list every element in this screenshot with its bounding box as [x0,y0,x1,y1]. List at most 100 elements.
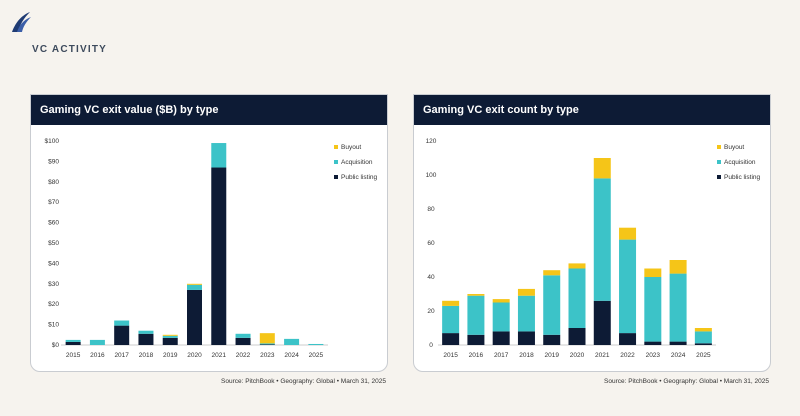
x-tick-label: 2021 [212,352,227,359]
y-tick-label: $0 [52,342,60,349]
legend-label-acquisition: Acquisition [724,159,756,166]
chart-title: Gaming VC exit value ($B) by type [31,95,387,125]
x-tick-label: 2018 [139,352,154,359]
exit-value-chart: $0 $10 $20 $30 $40 $50 $60 $70 $80 $90 $100 2015 201… [45,138,378,359]
legend-swatch-public-listing [334,175,338,179]
bar-acquisition-2023 [259,343,275,345]
bar-acquisition-2023 [644,277,662,342]
bar-acquisition-2022 [235,333,251,338]
y-tick-label: $40 [48,260,59,267]
bar-acquisition-2015 [65,339,81,342]
x-tick-label: 2025 [696,352,711,359]
exit-value-chart-panel: Gaming VC exit value ($B) by type $0 $10 $… [30,94,388,372]
bar-acquisition-2020 [568,268,586,328]
bar-buyout-2020 [187,283,202,285]
bar-buyout-2025 [694,328,712,332]
x-tick-label: 2017 [114,352,129,359]
bar-acquisition-2015 [442,305,460,334]
bar-public-listing-2019 [162,337,178,345]
bar-public-listing-2022 [619,333,637,345]
x-tick-label: 2025 [309,352,324,359]
bar-public-listing-2017 [492,331,510,345]
x-tick-label: 2016 [90,352,105,359]
bar-public-listing-2015 [65,341,81,345]
x-tick-label: 2022 [236,352,251,359]
pitchbook-logo-icon [12,12,31,32]
x-tick-label: 2017 [494,352,509,359]
bar-public-listing-2022 [235,337,251,345]
legend-swatch-buyout [334,145,338,149]
legend-label-public-listing: Public listing [724,174,761,181]
y-tick-label: 80 [427,206,435,213]
bar-acquisition-2019 [543,275,561,335]
y-tick-label: $100 [45,138,60,145]
bar-buyout-2017 [492,299,510,303]
bar-public-listing-2020 [568,328,586,345]
bar-public-listing-2020 [187,289,202,345]
y-tick-label: $60 [48,220,59,227]
legend-swatch-acquisition [717,160,721,164]
bar-acquisition-2024 [669,273,687,342]
bar-public-listing-2025 [694,343,712,345]
bar-acquisition-2017 [114,320,130,326]
y-tick-label: $90 [48,158,59,165]
bar-acquisition-2017 [492,302,510,332]
x-tick-label: 2023 [646,352,661,359]
bar-buyout-2019 [543,270,561,276]
source-note: Source: PitchBook • Geography: Global • … [221,378,386,385]
bar-public-listing-2023 [259,344,275,345]
bar-buyout-2016 [467,294,485,296]
legend-label-buyout: Buyout [341,144,361,151]
legend-label-acquisition: Acquisition [341,159,373,166]
bar-buyout-2024 [669,260,687,274]
y-tick-label: 20 [427,308,435,315]
legend-label-buyout: Buyout [724,144,744,151]
bar-buyout-2018 [517,288,535,296]
section-title: VC ACTIVITY [32,44,108,55]
x-tick-label: 2019 [163,352,178,359]
bar-acquisition-2019 [162,335,178,338]
y-tick-label: $80 [48,179,59,186]
legend-label-public-listing: Public listing [341,174,378,181]
legend-swatch-public-listing [717,175,721,179]
chart-title: Gaming VC exit count by type [414,95,770,125]
bar-buyout-2019 [162,334,178,336]
bar-buyout-2023 [259,333,275,344]
bar-acquisition-2021 [593,178,611,301]
bar-public-listing-2019 [543,334,561,345]
y-tick-label: 40 [427,274,435,281]
x-tick-label: 2015 [66,352,81,359]
bar-acquisition-2025 [308,343,324,345]
bar-buyout-2021 [593,158,611,179]
y-tick-label: $20 [48,301,59,308]
source-note: Source: PitchBook • Geography: Global • … [604,378,769,385]
bar-buyout-2022 [619,227,637,240]
bar-acquisition-2020 [187,284,202,290]
x-tick-label: 2020 [187,352,202,359]
y-tick-label: 100 [426,172,437,179]
bar-acquisition-2016 [467,295,485,335]
bar-public-listing-2021 [211,167,227,345]
bar-buyout-2020 [568,263,586,269]
y-tick-label: 60 [427,240,435,247]
exit-count-chart: 0 20 40 60 80 100 120 2015 2016 2017 2018 2019 2020 2… [426,138,761,359]
x-tick-label: 2022 [620,352,635,359]
x-tick-label: 2023 [260,352,275,359]
x-tick-label: 2015 [443,352,458,359]
x-tick-label: 2024 [671,352,686,359]
y-tick-label: $30 [48,281,59,288]
bar-acquisition-2021 [211,143,227,168]
bar-public-listing-2015 [442,333,460,345]
bar-acquisition-2018 [138,330,154,334]
y-tick-label: $10 [48,322,59,329]
x-tick-label: 2018 [519,352,534,359]
bar-acquisition-2024 [284,338,300,345]
y-tick-label: $70 [48,199,59,206]
bar-public-listing-2017 [114,325,130,345]
bar-public-listing-2023 [644,341,662,345]
bar-acquisition-2018 [517,295,535,332]
y-tick-label: 120 [426,138,437,145]
bar-public-listing-2018 [517,331,535,345]
y-tick-label: $50 [48,240,59,247]
bar-acquisition-2022 [619,239,637,334]
